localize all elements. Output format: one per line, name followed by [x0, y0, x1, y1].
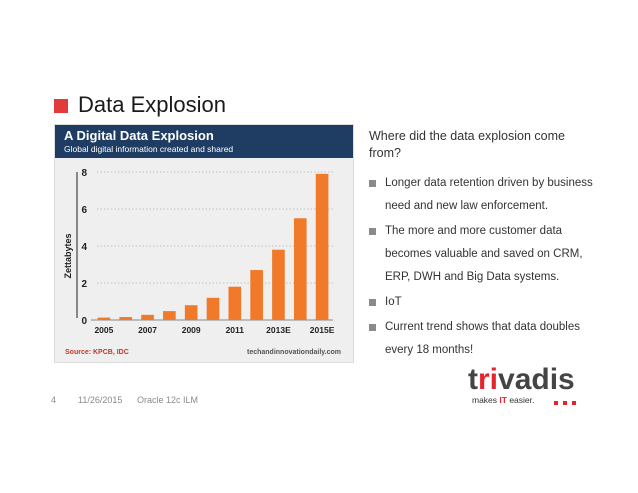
bullet-text: Longer data retention driven by business…	[385, 177, 593, 212]
x-tick-label: 2007	[138, 325, 157, 335]
y-tick-label: 6	[81, 205, 87, 216]
y-tick-label: 2	[81, 279, 87, 290]
bullet-text: The more and more customer data becomes …	[385, 225, 583, 283]
bar-2014E	[293, 218, 307, 320]
x-tick-label: 2005	[94, 325, 113, 335]
x-tick-label: 2015E	[310, 325, 335, 335]
bullet-text: Current trend shows that data doubles ev…	[385, 321, 580, 356]
x-tick-label: 2009	[182, 325, 201, 335]
logo-wordmark: trivadis	[468, 363, 575, 396]
logo-tagline: makes IT easier.	[472, 395, 535, 405]
title-bullet-square	[54, 99, 68, 113]
bar-2005	[97, 317, 111, 320]
bar-2006	[119, 317, 133, 320]
figure-website: techandinnovationdaily.com	[247, 349, 341, 356]
intro-question: Where did the data explosion come from?	[369, 129, 565, 160]
bar-2012	[250, 270, 263, 320]
bar-chart: 0 2 4 6 8 Zettabytes 2005 2007 2009 2011 2013E 2015…	[63, 168, 335, 335]
data-explosion-figure: A Digital Data Explosion Global digital …	[55, 125, 353, 362]
bullet-text: IoT	[385, 296, 402, 308]
bullet-square-icon	[369, 228, 376, 235]
slide-title: Data Explosion	[78, 92, 226, 117]
bar-2010	[206, 297, 220, 320]
x-tick-label: 2011	[226, 325, 245, 335]
y-tick-label: 0	[81, 316, 87, 327]
x-tick-label: 2013E	[266, 325, 291, 335]
footer-presentation: Oracle 12c ILM	[137, 395, 199, 405]
footer-date: 11/26/2015	[78, 395, 123, 405]
bar-2011	[228, 286, 242, 320]
bar-2015E	[315, 173, 329, 320]
bullet-item: IoT	[369, 291, 599, 314]
bullet-list: Longer data retention driven by business…	[369, 172, 599, 362]
bullet-item: The more and more customer data becomes …	[369, 220, 599, 289]
bar-2009	[184, 305, 198, 320]
y-tick-label: 8	[81, 168, 87, 179]
bullet-item: Longer data retention driven by business…	[369, 172, 599, 218]
logo-dots-icon	[554, 392, 581, 410]
figure-source: Source: KPCB, IDC	[65, 349, 129, 356]
bullet-square-icon	[369, 299, 376, 306]
y-tick-label: 4	[81, 242, 87, 253]
bar-2008	[163, 311, 176, 320]
bar-2013E	[272, 249, 285, 320]
bar-2007	[141, 314, 154, 320]
content-column: Where did the data explosion come from? …	[369, 128, 599, 364]
bullet-square-icon	[369, 180, 376, 187]
y-axis-label: Zettabytes	[63, 233, 73, 278]
figure-header: A Digital Data Explosion Global digital …	[55, 125, 353, 158]
bullet-item: Current trend shows that data doubles ev…	[369, 316, 599, 362]
page-number: 4	[51, 395, 57, 405]
bullet-square-icon	[369, 324, 376, 331]
figure-title: A Digital Data Explosion	[64, 128, 214, 143]
trivadis-logo: trivadis makes IT easier.	[468, 365, 588, 410]
figure-subtitle: Global digital information created and s…	[64, 144, 234, 154]
